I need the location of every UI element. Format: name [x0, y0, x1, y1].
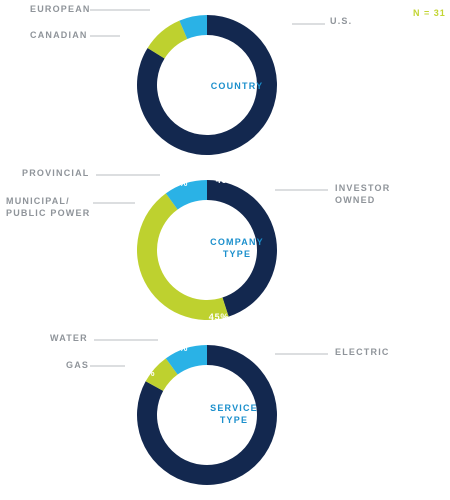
donut-slice — [179, 15, 207, 40]
slice-category-label: EUROPEAN — [30, 4, 91, 14]
slice-value-label: 83% — [214, 337, 234, 347]
donut-slice — [207, 180, 277, 317]
donut-center-title: COMPANY TYPE — [210, 237, 264, 259]
slice-category-label: WATER — [50, 333, 88, 343]
donut-center-title: COUNTRY — [211, 81, 264, 91]
slice-value-label: 3 — [144, 35, 150, 45]
slice-category-label: ELECTRIC — [335, 347, 390, 357]
sample-size-label: N = 31 — [413, 8, 446, 18]
slice-category-label: CANADIAN — [30, 30, 88, 40]
slice-value-label: 45% — [216, 175, 236, 185]
slice-category-label: GAS — [66, 360, 89, 370]
donut-slice — [145, 358, 178, 391]
donut-slice — [137, 193, 229, 320]
slice-value-label: 10% — [168, 343, 188, 353]
slice-value-label: 2 — [179, 7, 185, 17]
donut-center-title: SERVICE TYPE — [210, 403, 258, 425]
slice-value-label: 26 — [216, 7, 228, 17]
slice-category-label: PROVINCIAL — [22, 168, 90, 178]
slice-category-label: U.S. — [330, 16, 352, 26]
slice-value-label: 7% — [141, 368, 156, 378]
donut-slice — [165, 180, 207, 210]
slice-category-label: INVESTOR OWNED — [335, 183, 390, 205]
slice-value-label: 45% — [209, 312, 229, 322]
donut-slice — [147, 20, 188, 59]
donut-slice — [165, 345, 207, 375]
slice-value-label: 10% — [168, 178, 188, 188]
slice-category-label: MUNICIPAL/PUBLIC POWER — [6, 196, 90, 218]
